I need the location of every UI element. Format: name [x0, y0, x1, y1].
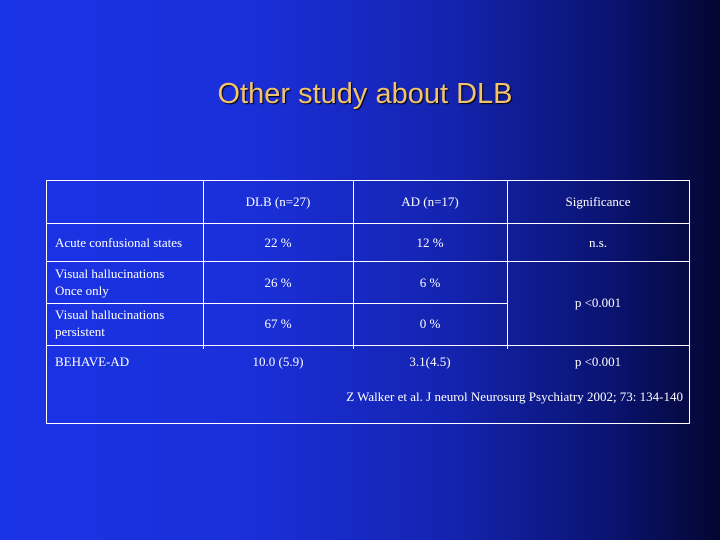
row-dlb-value: 10.0 (5.9) — [252, 354, 304, 369]
results-table: DLB (n=27) AD (n=17) Significance Acute … — [46, 180, 690, 424]
row-ad-value: 12 % — [416, 235, 444, 250]
row-label: BEHAVE-AD — [55, 354, 130, 369]
row-sublabel: persistent — [55, 324, 105, 339]
row-significance: p <0.001 — [574, 354, 622, 369]
row-label: Visual hallucinations — [55, 266, 165, 281]
row-dlb-value: 67 % — [264, 316, 292, 331]
grid-line — [47, 303, 507, 304]
citation: Z Walker et al. J neurol Neurosurg Psych… — [346, 389, 683, 404]
grid-line — [203, 181, 204, 349]
row-significance: n.s. — [588, 235, 608, 250]
header-dlb: DLB (n=27) — [245, 194, 311, 209]
row-ad-value: 3.1(4.5) — [409, 354, 451, 369]
grid-line — [47, 261, 689, 262]
row-label: Visual hallucinations — [55, 307, 165, 322]
row-label: Acute confusional states — [55, 235, 183, 250]
header-significance: Significance — [565, 194, 631, 209]
grid-line — [353, 181, 354, 349]
row-dlb-value: 22 % — [264, 235, 292, 250]
row-dlb-value: 26 % — [264, 275, 292, 290]
row-ad-value: 6 % — [419, 275, 441, 290]
grid-line — [507, 181, 508, 349]
grid-line — [47, 345, 689, 346]
row-ad-value: 0 % — [419, 316, 441, 331]
slide-title: Other study about DLB — [217, 78, 513, 110]
row-sublabel: Once only — [55, 283, 109, 298]
header-ad: AD (n=17) — [401, 194, 459, 209]
merged-significance: p <0.001 — [574, 295, 622, 310]
grid-line — [47, 223, 689, 224]
